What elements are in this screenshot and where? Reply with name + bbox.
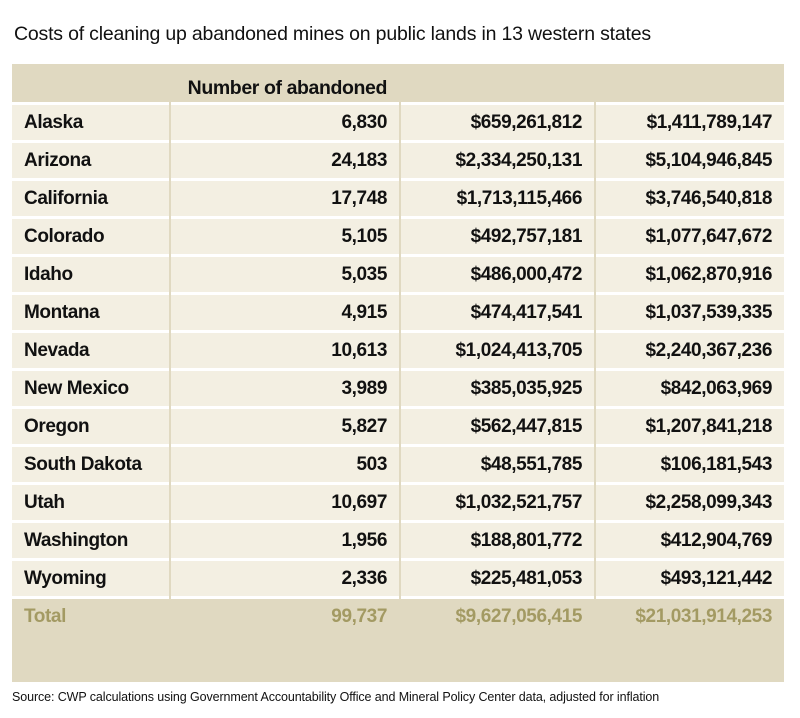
cell-state: Idaho: [12, 254, 169, 292]
cleanup-cost-table: StateNumber of abandoned mines on BLM an…: [12, 64, 784, 634]
cell-mine-count: 5,827: [171, 406, 399, 444]
cell-high-cost: $1,207,841,218: [596, 406, 784, 444]
cell-high-cost: $5,104,946,845: [596, 140, 784, 178]
cell-high-cost: $2,258,099,343: [596, 482, 784, 520]
cell-high-cost: $1,411,789,147: [596, 102, 784, 140]
cell-high-cost: $1,062,870,916: [596, 254, 784, 292]
cell-state: Utah: [12, 482, 169, 520]
chart-title: Costs of cleaning up abandoned mines on …: [14, 23, 651, 45]
cell-low-cost: $659,261,812: [401, 102, 594, 140]
cell-mine-count: 3,989: [171, 368, 399, 406]
cell-mine-count: 2,336: [171, 558, 399, 596]
cell-high-cost: $3,746,540,818: [596, 178, 784, 216]
cell-state: Wyoming: [12, 558, 169, 596]
cell-low-cost: $225,481,053: [401, 558, 594, 596]
cell-high-cost: $842,063,969: [596, 368, 784, 406]
cell-mine-count: 10,697: [171, 482, 399, 520]
cell-low-cost: $486,000,472: [401, 254, 594, 292]
cell-low-cost: $562,447,815: [401, 406, 594, 444]
cell-low-cost: $48,551,785: [401, 444, 594, 482]
total-mine-count: 99,737: [171, 596, 399, 634]
cell-low-cost: $188,801,772: [401, 520, 594, 558]
cell-low-cost: $385,035,925: [401, 368, 594, 406]
cell-state: Colorado: [12, 216, 169, 254]
cell-mine-count: 4,915: [171, 292, 399, 330]
cell-high-cost: $493,121,442: [596, 558, 784, 596]
cell-mine-count: 5,105: [171, 216, 399, 254]
cell-state: Nevada: [12, 330, 169, 368]
cell-state: California: [12, 178, 169, 216]
total-state: Total: [12, 596, 169, 634]
cell-high-cost: $2,240,367,236: [596, 330, 784, 368]
cell-high-cost: $412,904,769: [596, 520, 784, 558]
cell-state: South Dakota: [12, 444, 169, 482]
total-high-cost: $21,031,914,253: [596, 596, 784, 634]
cell-high-cost: $1,077,647,672: [596, 216, 784, 254]
cell-state: Alaska: [12, 102, 169, 140]
cell-mine-count: 6,830: [171, 102, 399, 140]
cell-low-cost: $1,713,115,466: [401, 178, 594, 216]
cell-state: New Mexico: [12, 368, 169, 406]
cell-low-cost: $1,024,413,705: [401, 330, 594, 368]
cell-high-cost: $106,181,543: [596, 444, 784, 482]
cell-high-cost: $1,037,539,335: [596, 292, 784, 330]
cell-low-cost: $1,032,521,757: [401, 482, 594, 520]
cell-low-cost: $2,334,250,131: [401, 140, 594, 178]
cell-mine-count: 5,035: [171, 254, 399, 292]
cell-state: Washington: [12, 520, 169, 558]
cell-state: Arizona: [12, 140, 169, 178]
source-note: Source: CWP calculations using Governmen…: [12, 690, 660, 704]
cell-state: Montana: [12, 292, 169, 330]
cell-mine-count: 10,613: [171, 330, 399, 368]
cell-mine-count: 1,956: [171, 520, 399, 558]
total-low-cost: $9,627,056,415: [401, 596, 594, 634]
cell-mine-count: 24,183: [171, 140, 399, 178]
cell-low-cost: $492,757,181: [401, 216, 594, 254]
cell-mine-count: 503: [171, 444, 399, 482]
cell-low-cost: $474,417,541: [401, 292, 594, 330]
cell-mine-count: 17,748: [171, 178, 399, 216]
cell-state: Oregon: [12, 406, 169, 444]
